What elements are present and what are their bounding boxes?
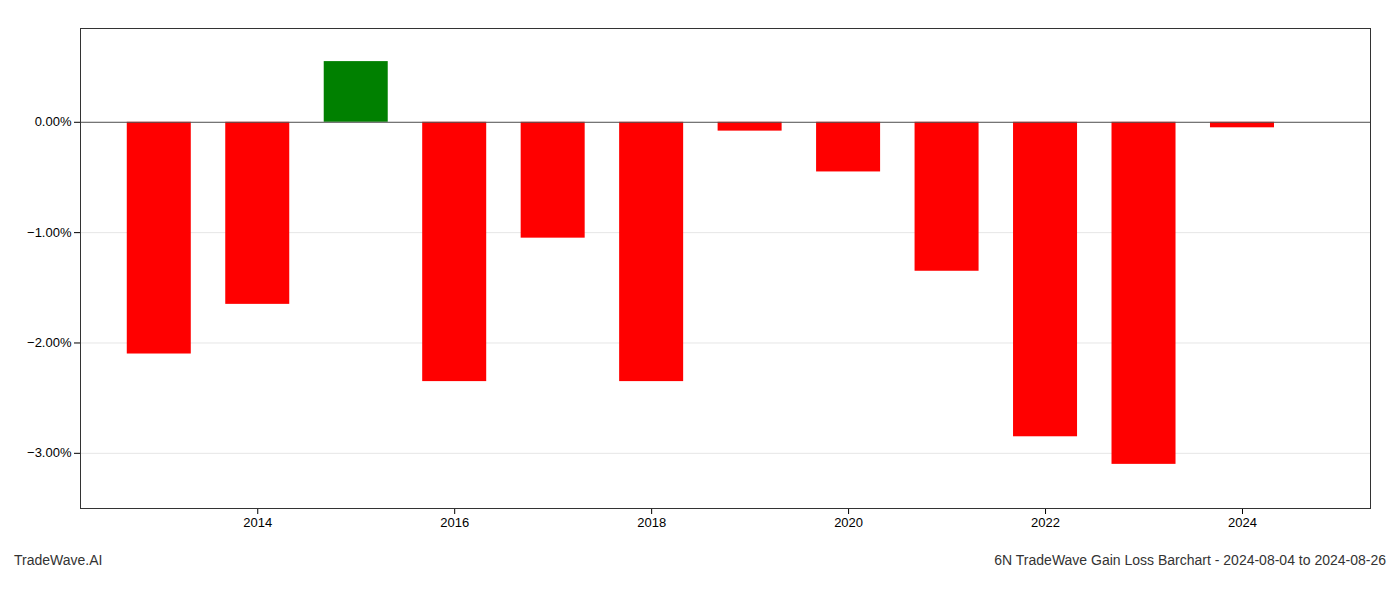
- svg-text:0.00%: 0.00%: [35, 114, 72, 129]
- svg-text:−3.00%: −3.00%: [27, 445, 72, 460]
- svg-text:2014: 2014: [243, 515, 272, 530]
- html-text:TradeWave.AI: TradeWave.AI: [14, 552, 103, 568]
- svg-text:−2.00%: −2.00%: [27, 335, 72, 350]
- svg-text:−1.00%: −1.00%: [27, 225, 72, 240]
- html-text:6N TradeWave Gain Loss Barchar: 6N TradeWave Gain Loss Barchart - 2024-0…: [994, 552, 1386, 568]
- svg-text:2022: 2022: [1031, 515, 1060, 530]
- svg-text:2018: 2018: [637, 515, 666, 530]
- svg-text:2024: 2024: [1228, 515, 1257, 530]
- svg-text:2020: 2020: [834, 515, 863, 530]
- svg-text:2016: 2016: [440, 515, 469, 530]
